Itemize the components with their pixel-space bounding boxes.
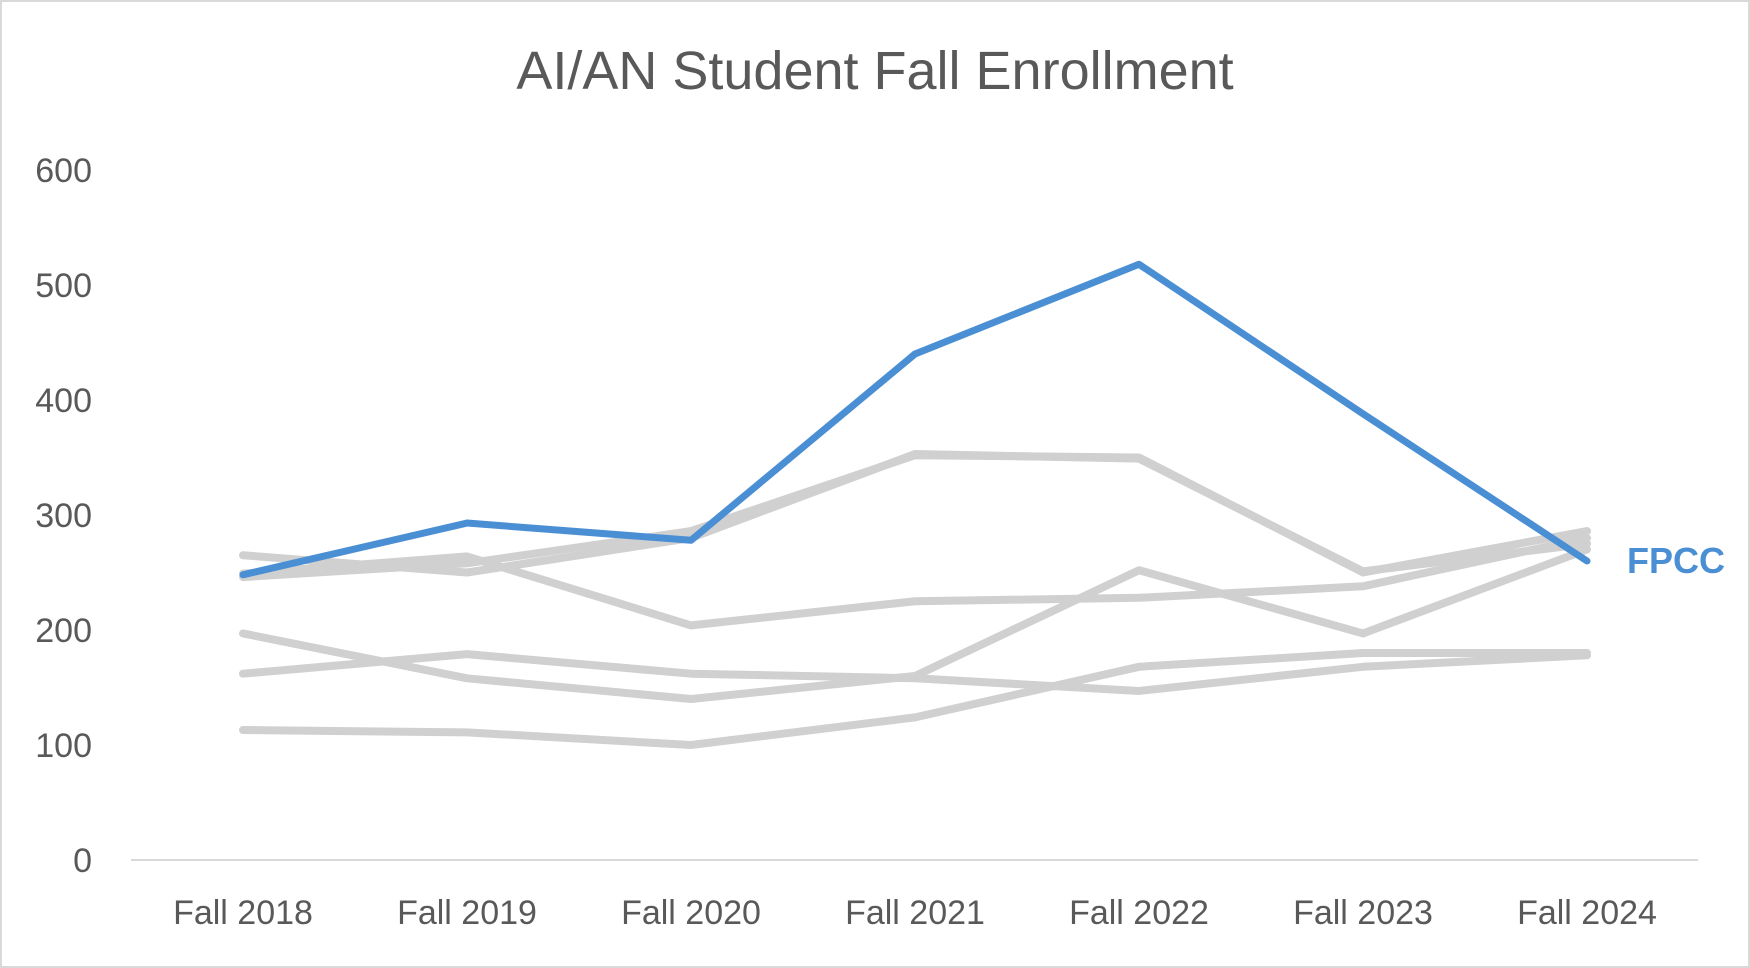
x-tick-label: Fall 2020 (621, 894, 761, 932)
series-line-comparison (239, 649, 1591, 749)
x-tick-label: Fall 2023 (1293, 894, 1433, 932)
series-label-fpcc: FPCC (1627, 540, 1725, 581)
muted-series-group (239, 450, 1591, 749)
highlight-series-group (239, 260, 1591, 579)
series-line-comparison (239, 534, 1591, 630)
x-tick-label: Fall 2019 (397, 894, 537, 932)
y-axis-ticks: 0 100 200 300 400 500 600 (35, 152, 92, 880)
x-tick-label: Fall 2024 (1517, 894, 1657, 932)
y-tick-label: 400 (35, 382, 92, 420)
y-tick-label: 600 (35, 152, 92, 190)
y-tick-label: 500 (35, 267, 92, 305)
y-tick-label: 0 (73, 842, 92, 880)
y-tick-label: 300 (35, 497, 92, 535)
series-labels: FPCC (1627, 540, 1725, 581)
x-tick-label: Fall 2018 (173, 894, 313, 932)
x-tick-label: Fall 2021 (845, 894, 985, 932)
y-tick-label: 200 (35, 612, 92, 650)
y-tick-label: 100 (35, 727, 92, 765)
x-tick-label: Fall 2022 (1069, 894, 1209, 932)
series-line-comparison (239, 650, 1591, 695)
x-axis-ticks: Fall 2018 Fall 2019 Fall 2020 Fall 2021 Fall… (173, 894, 1657, 932)
chart-title: AI/AN Student Fall Enrollment (516, 41, 1234, 101)
series-line-fpcc (239, 260, 1591, 579)
series-line-comparison (239, 450, 1591, 577)
